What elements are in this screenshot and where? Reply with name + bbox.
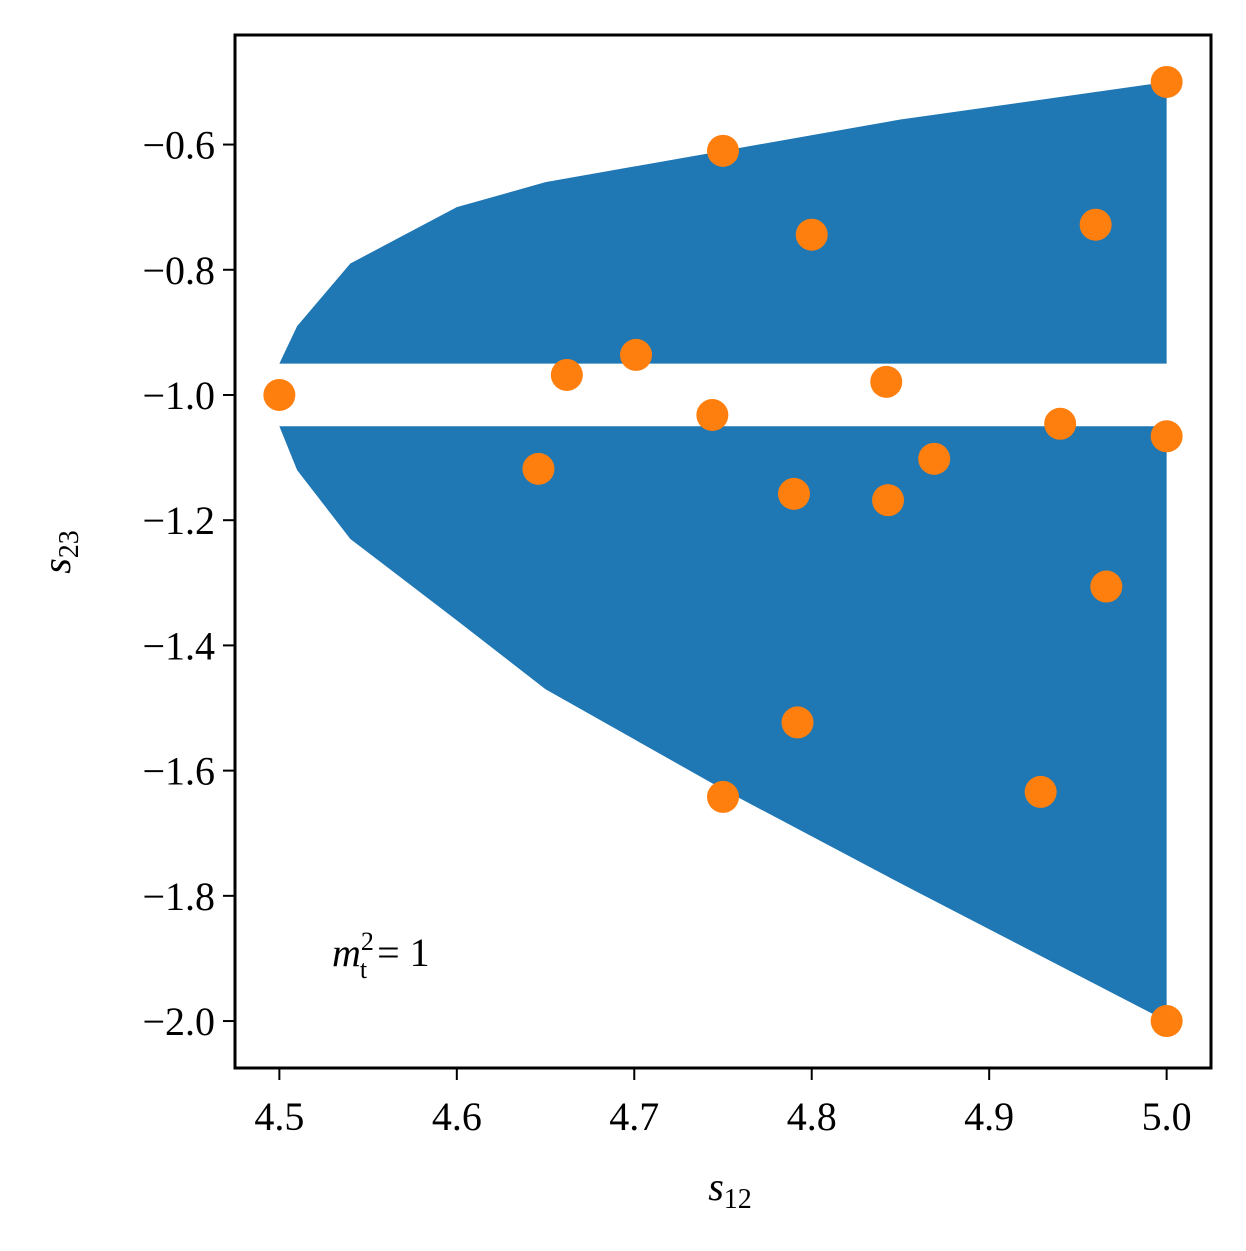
scatter-point (707, 134, 739, 167)
band-area (279, 426, 1167, 1022)
annotation-main: m (332, 930, 361, 975)
y-tick-label: −0.6 (142, 123, 215, 168)
scatter-point (1150, 420, 1183, 453)
scatter-point (777, 477, 810, 510)
x-tick-label: 4.6 (432, 1094, 482, 1139)
y-tick-label: −1.8 (142, 874, 215, 919)
scatter-point (1150, 65, 1183, 98)
band-area (279, 81, 1167, 364)
y-tick-label: −1.6 (142, 749, 215, 794)
x-tick-label: 5.0 (1142, 1094, 1192, 1139)
scatter-point (1150, 1005, 1183, 1038)
x-axis-label: s12 (708, 1164, 752, 1215)
annotation-rest: = 1 (367, 930, 430, 975)
scatter-point (620, 338, 653, 371)
scatter-point (1090, 570, 1123, 603)
scatter-point (696, 399, 729, 432)
scatter-point (263, 378, 296, 411)
x-tick-label: 4.5 (254, 1094, 304, 1139)
scatter-point (1044, 407, 1077, 440)
annotation-sup: 2 (361, 927, 374, 956)
y-tick-label: −1.4 (142, 623, 215, 668)
x-label-sub: 12 (724, 1184, 752, 1215)
scatter-point (522, 452, 555, 485)
scatter-point (872, 484, 905, 517)
scatter-point (1079, 208, 1112, 241)
y-tick-label: −1.0 (142, 373, 215, 418)
y-label-main: s (34, 558, 79, 574)
scatter-point (1024, 775, 1057, 808)
plot-frame (233, 33, 1213, 1070)
x-tick-label: 4.9 (964, 1094, 1014, 1139)
scatter-point (707, 780, 739, 813)
y-axis-label: s23 (34, 530, 85, 574)
y-tick-label: −0.8 (142, 248, 215, 293)
scatter-point (781, 706, 814, 739)
y-label-sub: 23 (54, 530, 85, 558)
x-tick-label: 4.7 (609, 1094, 659, 1139)
scatter-point (918, 442, 951, 475)
x-label-main: s (708, 1164, 724, 1209)
scatter-point (550, 358, 583, 391)
scatter-point (870, 365, 903, 398)
scatter-point (795, 218, 828, 251)
y-tick-label: −1.2 (142, 498, 215, 543)
y-tick-label: −2.0 (142, 999, 215, 1044)
annotation-sub: t (360, 955, 368, 984)
x-tick-label: 4.8 (787, 1094, 837, 1139)
annotation: m2 t = 1 (332, 927, 430, 984)
